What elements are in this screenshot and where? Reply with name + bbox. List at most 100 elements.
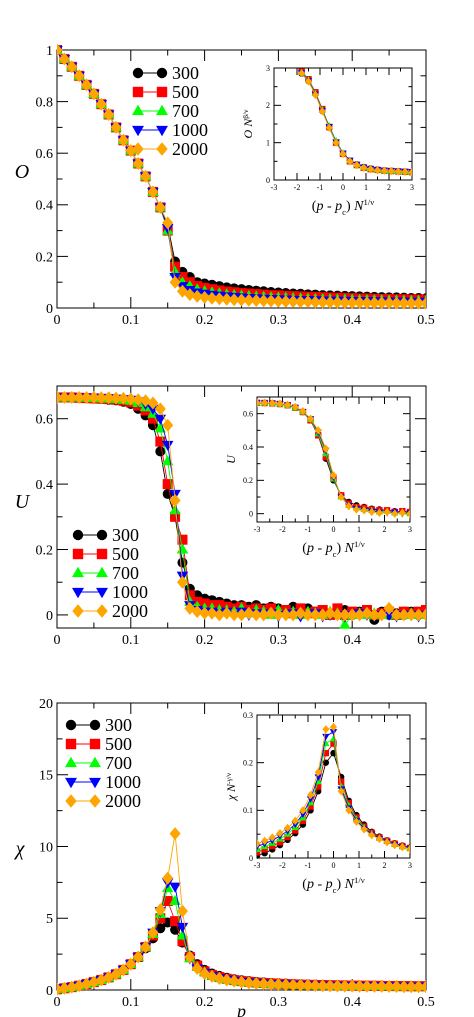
- y-axis-label: U: [224, 454, 238, 464]
- data-point-2000: [324, 979, 336, 993]
- data-point-2000: [103, 108, 115, 121]
- data-point-500: [269, 842, 276, 850]
- y-tick-label: 3: [266, 64, 270, 73]
- data-point-2000: [147, 926, 159, 940]
- chart-bottom-inset: -3 -2 -1 0 1 2 3 0 0.1 0.2 0.3 χ N-γ/ν (p - pc) N1/ν: [224, 711, 413, 895]
- y-tick-label: 0: [249, 854, 253, 863]
- data-point-2000: [213, 608, 225, 622]
- data-point-2000: [154, 903, 166, 917]
- data-point-2000: [276, 829, 284, 838]
- data-point-2000: [140, 169, 152, 183]
- data-point-2000: [236, 608, 247, 622]
- data-point-2000: [110, 391, 122, 405]
- x-tick-label: 0: [341, 183, 345, 192]
- data-point-2000: [206, 291, 218, 305]
- data-point-2000: [322, 725, 330, 734]
- y-tick-label: 0: [46, 984, 53, 999]
- legend-marker-300: [132, 67, 144, 79]
- data-point-2000: [58, 390, 70, 404]
- data-point-2000: [401, 167, 409, 176]
- x-tick-label: 0.5: [417, 995, 435, 1010]
- data-point-1000: [147, 404, 159, 415]
- legend-marker-300: [89, 719, 101, 731]
- data-point-2000: [73, 69, 85, 83]
- data-point-2000: [367, 165, 375, 174]
- data-point-2000: [73, 390, 85, 404]
- data-point-2000: [287, 295, 299, 309]
- data-point-2000: [368, 608, 380, 622]
- data-point-2000: [307, 414, 315, 423]
- x-tick-label: 0.3: [270, 633, 288, 648]
- data-point-2000: [81, 390, 93, 404]
- data-point-2000: [154, 200, 166, 214]
- data-point-2000: [295, 295, 307, 309]
- data-point-1000: [329, 729, 338, 736]
- data-point-2000: [304, 77, 313, 86]
- data-point-2000: [66, 980, 78, 994]
- data-point-700: [169, 504, 181, 515]
- data-point-2000: [360, 163, 368, 172]
- y-tick-label: 0.2: [36, 250, 54, 265]
- data-point-500: [307, 803, 314, 810]
- data-point-2000: [184, 950, 196, 964]
- x-tick-label: 0.5: [417, 313, 435, 328]
- data-point-2000: [332, 138, 340, 147]
- data-point-2000: [368, 979, 380, 993]
- x-tick-label: -2: [294, 183, 301, 192]
- data-point-2000: [331, 979, 343, 993]
- data-point-500: [155, 913, 166, 924]
- legend-marker-1000: [89, 777, 101, 789]
- x-tick-label: 3: [408, 525, 412, 534]
- data-point-2000: [265, 294, 277, 308]
- data-point-500: [147, 413, 158, 424]
- data-point-2000: [394, 167, 402, 176]
- data-point-500: [261, 846, 268, 853]
- data-point-2000: [162, 871, 174, 885]
- data-point-2000: [73, 979, 85, 993]
- data-point-2000: [221, 973, 233, 987]
- plot-frame: [273, 67, 413, 181]
- data-point-2000: [95, 391, 107, 405]
- series-group: [257, 398, 410, 518]
- data-point-2000: [413, 296, 425, 310]
- legend-marker-700: [72, 566, 84, 578]
- x-tick-label: 2: [383, 861, 387, 870]
- data-point-2000: [213, 292, 225, 306]
- data-point-2000: [95, 97, 107, 111]
- data-point-2000: [291, 816, 299, 825]
- y-tick-label: 0.6: [36, 147, 54, 162]
- y-axis-label: χ: [14, 838, 26, 860]
- data-point-2000: [81, 78, 93, 92]
- y-tick-label: 20: [39, 697, 53, 712]
- x-tick-label: 3: [408, 861, 412, 870]
- data-point-2000: [383, 980, 395, 994]
- data-point-2000: [360, 825, 368, 834]
- y-axis-label: U: [15, 491, 31, 513]
- data-point-2000: [236, 975, 247, 989]
- legend-label-2000: 2000: [105, 791, 141, 811]
- data-point-500: [299, 817, 307, 825]
- legend-label-1000: 1000: [172, 120, 208, 140]
- data-point-2000: [206, 969, 218, 983]
- data-point-2000: [221, 292, 233, 306]
- x-tick-label: 0: [332, 525, 336, 534]
- data-point-2000: [117, 391, 129, 405]
- x-tick-label: 2: [387, 183, 391, 192]
- legend-marker-1000: [132, 125, 144, 137]
- x-tick-label: 0.2: [196, 633, 214, 648]
- data-point-2000: [339, 149, 347, 159]
- data-point-2000: [258, 977, 270, 991]
- data-point-2000: [361, 606, 373, 620]
- x-tick-label: 0.1: [122, 995, 140, 1010]
- data-point-500: [322, 453, 330, 461]
- data-point-2000: [390, 296, 402, 310]
- data-point-2000: [390, 980, 402, 994]
- y-tick-label: 10: [39, 840, 53, 855]
- data-point-2000: [360, 506, 368, 515]
- legend-label-1000: 1000: [112, 582, 148, 602]
- data-point-2000: [376, 608, 388, 622]
- legend-label-1000: 1000: [105, 772, 141, 792]
- data-point-2000: [154, 402, 166, 416]
- legend-marker-700: [96, 566, 108, 578]
